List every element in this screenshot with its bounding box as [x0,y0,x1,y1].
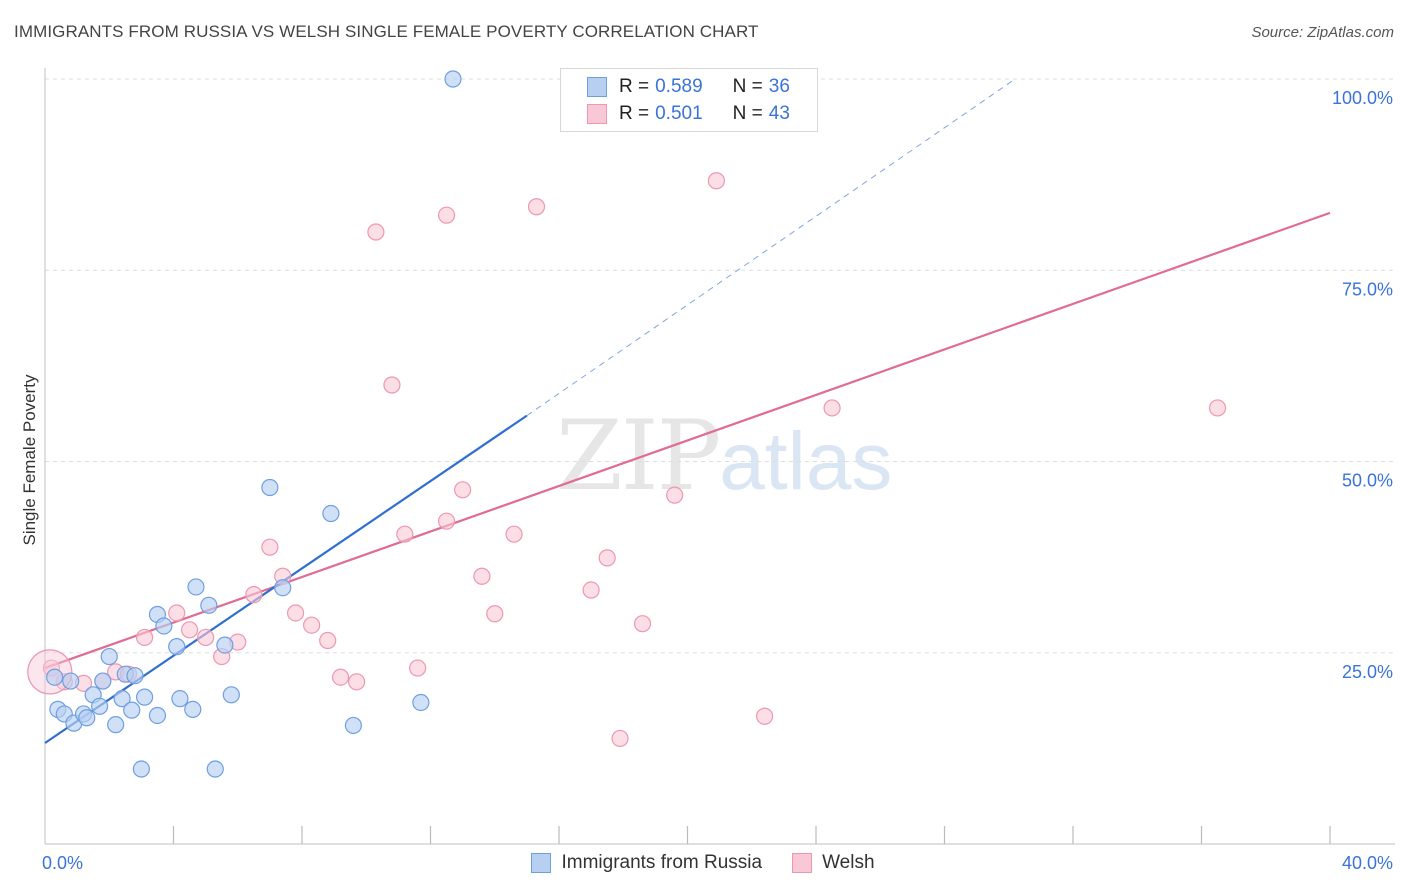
correlation-legend: R = 0.589 N = 36 R = 0.501 N = 43 [560,68,818,132]
chart-title: IMMIGRANTS FROM RUSSIA VS WELSH SINGLE F… [14,22,759,41]
data-point-russia [184,700,202,718]
data-point-welsh [437,512,456,530]
data-point-russia [107,716,125,734]
data-point-russia [126,667,144,685]
data-point-welsh [1208,399,1227,417]
data-point-welsh [505,525,523,543]
series-label-russia: Immigrants from Russia [561,852,763,873]
data-point-welsh [180,621,199,639]
legend-r-label: R = [619,76,650,97]
data-point-welsh [454,481,472,499]
legend-n-label: N = [732,76,763,97]
x-tick-label: 40.0% [1342,853,1393,873]
data-point-russia [344,716,362,735]
data-point-welsh [348,673,366,691]
data-point-welsh [707,172,726,190]
legend-row-welsh: R = 0.501 N = 43 [587,102,790,126]
data-point-russia [148,706,167,725]
series-label-welsh: Welsh [822,852,875,873]
data-point-russia [100,647,118,666]
data-point-welsh [245,586,263,604]
data-point-welsh [303,616,321,634]
data-point-russia [168,638,186,656]
series-swatch-russia [531,853,552,873]
data-point-welsh [755,707,774,725]
data-point-welsh [527,198,546,216]
series-legend-welsh[interactable]: Welsh [792,852,875,874]
axes [44,68,1395,845]
data-point-welsh [367,223,385,241]
trendline-welsh [44,211,1331,670]
legend-n-value-welsh: 43 [768,103,790,124]
tick-labels: 25.0% 50.0% 75.0% 100.0% 0.0% 40.0% [42,88,1393,873]
data-point-welsh [168,604,186,622]
y-axis-label: Single Female Poverty [20,374,39,546]
data-point-russia [216,636,234,654]
data-point-russia [261,478,279,497]
data-point-russia [222,686,240,704]
data-point-russia [123,701,141,719]
series-legend-russia[interactable]: Immigrants from Russia [531,852,762,874]
data-point-russia [322,504,340,523]
legend-r-label: R = [619,103,650,124]
legend-n-label: N = [732,103,763,124]
data-point-welsh [823,399,841,417]
data-point-russia [155,617,173,635]
data-point-russia [78,709,96,727]
gridlines [45,78,1395,654]
watermark-zip: ZIP [556,400,721,512]
legend-r-value-welsh: 0.501 [655,103,703,124]
data-point-russia [206,760,224,778]
data-point-russia [200,596,218,614]
data-point-welsh [319,631,337,650]
data-point-russia [135,688,154,706]
data-point-russia [62,672,80,690]
series-legend: Immigrants from Russia Welsh [0,852,1406,874]
data-point-welsh [396,525,414,543]
data-point-welsh [437,206,456,224]
data-point-welsh [473,567,491,585]
legend-swatch-russia [587,77,607,97]
y-tick-label: 50.0% [1342,471,1393,491]
data-point-russia [113,690,131,708]
data-point-welsh [486,605,504,623]
y-tick-label: 75.0% [1342,279,1393,299]
data-point-welsh [409,659,427,677]
y-tick-label: 100.0% [1332,88,1393,108]
data-point-welsh [197,628,215,647]
data-point-welsh [383,376,401,394]
data-point-russia [187,578,205,596]
data-point-welsh [582,581,600,599]
series-swatch-welsh [792,853,813,873]
data-point-welsh [633,615,652,633]
data-point-russia [46,668,64,686]
source-label: Source: ZipAtlas.com [1251,24,1394,41]
legend-swatch-welsh [587,104,607,124]
data-point-welsh [666,486,684,504]
data-point-russia [171,690,189,708]
data-point-welsh [331,668,350,686]
data-point-welsh [286,604,305,622]
data-point-russia [274,579,292,597]
y-tick-label: 25.0% [1342,662,1393,682]
data-point-russia [132,760,150,778]
legend-r-value-russia: 0.589 [655,76,703,97]
data-point-russia [444,70,462,88]
data-point-russia [412,693,430,712]
data-point-welsh [135,628,154,647]
legend-row-russia: R = 0.589 N = 36 [587,75,790,99]
data-point-welsh [611,729,629,748]
data-point-russia [94,672,112,690]
data-points [27,70,1227,778]
data-point-welsh [261,538,279,556]
data-point-welsh [598,549,616,567]
data-point-russia [91,697,109,715]
x-tick-label: 0.0% [42,853,83,873]
legend-n-value-russia: 36 [768,76,790,97]
